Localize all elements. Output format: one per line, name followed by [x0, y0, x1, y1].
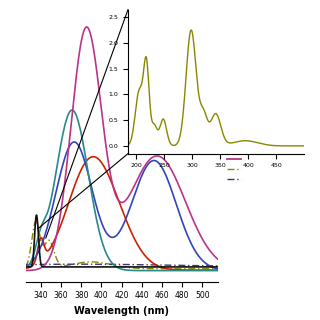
X-axis label: Wavelength (nm): Wavelength (nm) — [74, 306, 169, 316]
Legend: , , , , , , : , , , , , , — [225, 114, 244, 185]
